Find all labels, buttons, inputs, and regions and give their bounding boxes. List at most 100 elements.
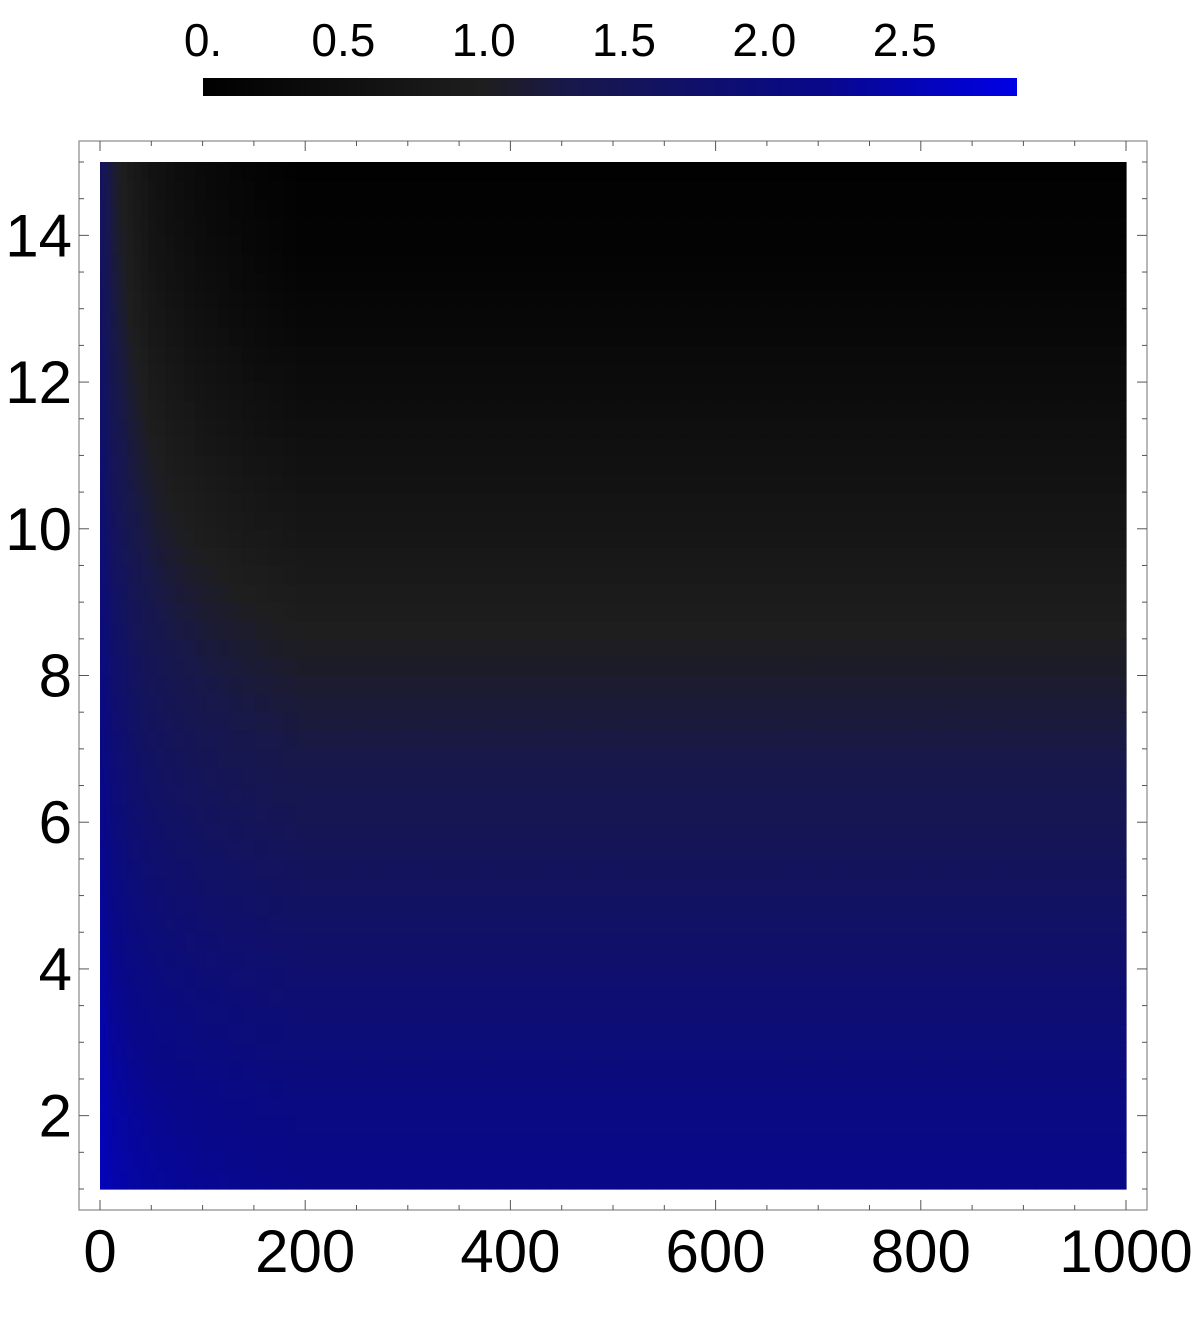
heatmap-cell xyxy=(111,968,117,988)
heatmap-cell xyxy=(412,418,432,438)
heatmap-cell xyxy=(893,638,922,658)
heatmap-cell xyxy=(255,712,270,732)
heatmap-cell xyxy=(282,1133,298,1153)
heatmap-cell xyxy=(1065,602,1097,622)
heatmap-cell xyxy=(394,510,414,530)
heatmap-cell xyxy=(838,1115,867,1135)
heatmap-cell xyxy=(184,547,196,567)
heatmap-cell xyxy=(111,290,117,310)
heatmap-cell xyxy=(663,583,688,603)
heatmap-cell xyxy=(735,987,762,1007)
heatmap-cell xyxy=(282,932,298,952)
heatmap-cell xyxy=(735,565,762,585)
heatmap-cell xyxy=(394,840,414,860)
heatmap-cell xyxy=(616,583,641,603)
heatmap-cell xyxy=(893,877,922,897)
heatmap-cell xyxy=(977,217,1007,236)
heatmap-cell xyxy=(977,308,1007,328)
heatmap-cell xyxy=(639,987,664,1007)
heatmap-cell xyxy=(893,767,922,787)
heatmap-cell xyxy=(140,547,150,567)
heatmap-cell xyxy=(111,1115,117,1135)
heatmap-cell xyxy=(121,583,128,603)
heatmap-cell xyxy=(174,162,186,181)
heatmap-cell xyxy=(102,437,106,457)
heatmap-cell xyxy=(184,1042,196,1062)
heatmap-cell xyxy=(229,217,243,236)
heatmap-cell xyxy=(111,1097,117,1117)
heatmap-cell xyxy=(412,730,432,750)
heatmap-cell xyxy=(529,565,552,585)
heatmap-cell xyxy=(1006,620,1037,640)
heatmap-cell xyxy=(394,1170,414,1190)
heatmap-cell xyxy=(786,602,814,622)
heatmap-cell xyxy=(297,1023,313,1043)
heatmap-cell xyxy=(116,950,123,970)
heatmap-cell xyxy=(127,327,135,346)
heatmap-cell xyxy=(735,932,762,952)
heatmap-cell xyxy=(865,492,894,512)
heatmap-cell xyxy=(1095,363,1127,383)
heatmap-cell xyxy=(761,1005,788,1025)
heatmap-cell xyxy=(111,455,117,475)
heatmap-cell xyxy=(229,840,243,860)
heatmap-cell xyxy=(100,272,102,291)
heatmap-cell xyxy=(297,308,313,328)
heatmap-cell xyxy=(343,198,361,218)
heatmap-cell xyxy=(327,290,345,310)
heatmap-cell xyxy=(1006,1170,1037,1190)
heatmap-cell xyxy=(711,217,737,236)
heatmap-cell xyxy=(268,730,284,750)
heatmap-cell xyxy=(394,217,414,236)
heatmap-cell xyxy=(297,510,313,530)
heatmap-cell xyxy=(865,217,894,236)
heatmap-cell xyxy=(255,235,270,255)
heatmap-cell xyxy=(711,363,737,383)
heatmap-cell xyxy=(865,327,894,346)
heatmap-cell xyxy=(786,455,814,475)
heatmap-cell xyxy=(217,730,231,750)
heatmap-cell xyxy=(100,547,103,567)
heatmap-cell xyxy=(786,235,814,255)
heatmap-cell xyxy=(116,602,123,622)
heatmap-cell xyxy=(786,877,814,897)
heatmap-cell xyxy=(133,180,142,200)
heatmap-cell xyxy=(838,1060,867,1080)
heatmap-cell xyxy=(229,712,243,732)
heatmap-cell xyxy=(449,382,470,402)
heatmap-cell xyxy=(761,437,788,457)
heatmap-cell xyxy=(893,785,922,805)
y-tick-label: 14 xyxy=(5,202,72,269)
heatmap-cell xyxy=(121,400,128,420)
heatmap-cell xyxy=(469,473,490,493)
heatmap-cell xyxy=(1006,1078,1037,1098)
heatmap-cell xyxy=(469,767,490,787)
heatmap-cell xyxy=(343,1060,361,1080)
heatmap-cell xyxy=(140,162,150,181)
heatmap-cell xyxy=(148,235,158,255)
heatmap-cell xyxy=(865,932,894,952)
heatmap-cell xyxy=(616,1152,641,1172)
heatmap-cell xyxy=(412,1115,432,1135)
heatmap-cell xyxy=(111,198,117,218)
heatmap-cell xyxy=(111,785,117,805)
y-tick-label: 10 xyxy=(5,496,72,563)
heatmap-cell xyxy=(687,1078,712,1098)
heatmap-cell xyxy=(838,1133,867,1153)
heatmap-cell xyxy=(268,1023,284,1043)
heatmap-cell xyxy=(184,987,196,1007)
heatmap-cell xyxy=(116,620,123,640)
heatmap-cell xyxy=(1006,858,1037,878)
heatmap-cell xyxy=(977,840,1007,860)
heatmap-cell xyxy=(1095,308,1127,328)
heatmap-cell xyxy=(469,1097,490,1117)
heatmap-cell xyxy=(174,950,186,970)
heatmap-cell xyxy=(893,345,922,365)
heatmap-cell xyxy=(100,932,103,952)
heatmap-cell xyxy=(174,510,186,530)
heatmap-cell xyxy=(394,932,414,952)
heatmap-cell xyxy=(343,785,361,805)
heatmap-cell xyxy=(116,1152,123,1172)
heatmap-cell xyxy=(102,382,106,402)
heatmap-cell xyxy=(865,235,894,255)
